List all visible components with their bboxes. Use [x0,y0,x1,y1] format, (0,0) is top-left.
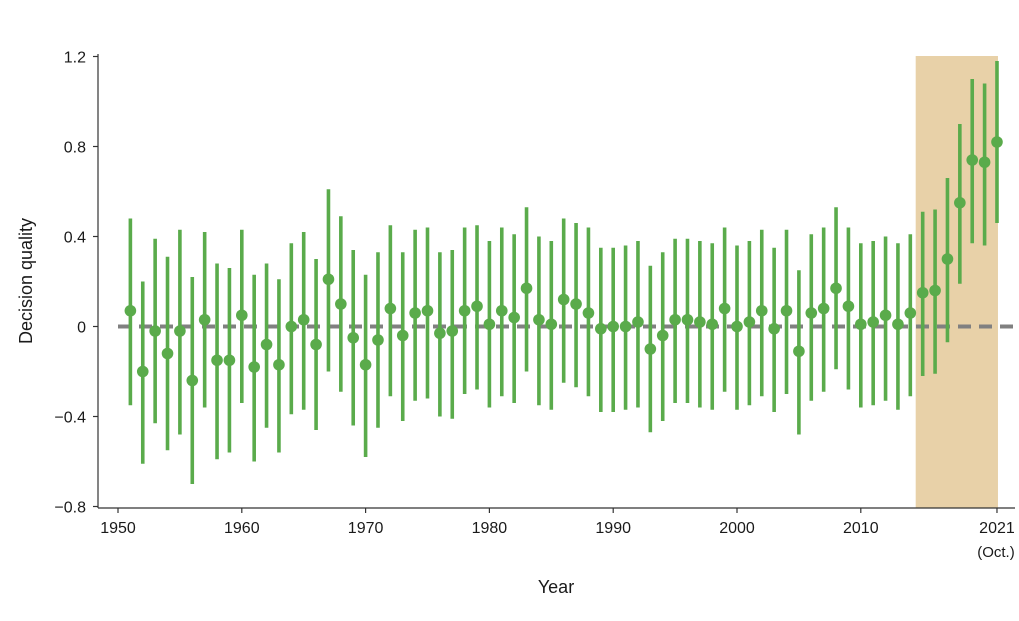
data-point [396,329,409,342]
data-point [570,298,582,310]
data-point [805,307,818,319]
data-point [347,331,360,344]
data-point [495,304,508,317]
data-point [409,307,421,319]
data-point [755,304,768,317]
y-axis-label: Decision quality [16,218,36,344]
x-tick-label: 1980 [472,520,508,537]
data-point [904,307,917,319]
data-point [335,298,347,310]
data-point [273,358,285,371]
y-tick-label: −0.4 [54,410,86,427]
y-tick-label: 0.8 [64,140,86,157]
data-point [421,304,434,317]
data-point [780,304,793,317]
data-point [149,325,161,337]
data-point [310,338,322,351]
data-point [297,313,310,326]
data-point [359,358,372,371]
data-point [731,320,743,333]
data-point [161,347,174,360]
data-point [830,282,842,295]
data-point [434,327,446,340]
data-point [471,300,483,313]
data-point [619,320,632,333]
data-point [681,313,694,326]
y-tick-label: −0.8 [54,500,86,517]
data-point [607,320,619,333]
data-point [384,302,397,315]
x-tick-label: 2000 [719,520,755,537]
data-point [978,156,991,169]
data-point [582,307,595,319]
x-tick-note: (Oct.) [977,544,1015,561]
data-point [632,316,644,328]
y-tick-label: 0 [77,320,86,337]
data-point [793,345,805,358]
data-point [508,311,520,324]
data-point [842,300,855,313]
data-point [867,316,879,328]
data-point [892,318,904,331]
data-point [557,293,570,306]
data-point [186,374,199,387]
data-point [520,282,533,295]
data-point [743,316,756,328]
data-point [644,343,657,355]
data-point [817,302,830,315]
data-point [211,354,223,367]
data-point [694,316,706,328]
y-tick-label: 1.2 [64,50,86,67]
x-tick-label: 1950 [100,520,136,537]
data-point [458,304,471,317]
data-point [941,253,954,265]
x-tick-label: 1960 [224,520,260,537]
data-point [236,309,248,322]
data-point [223,354,236,367]
data-point [483,318,496,331]
data-point [533,313,545,326]
x-tick-label: 1990 [595,520,631,537]
data-point [656,329,669,342]
data-point [446,325,459,337]
data-point [929,284,941,297]
data-point [248,361,260,373]
data-point [966,154,979,166]
data-point [706,318,719,331]
data-point [124,304,137,317]
data-point [669,313,681,326]
data-point [174,325,186,337]
data-point [322,273,335,286]
x-axis-label: Year [538,577,574,597]
x-tick-label: 2010 [843,520,879,537]
x-tick-label: 1970 [348,520,384,537]
data-point [718,302,731,315]
data-point [260,338,273,351]
data-point [285,320,298,333]
data-point [198,313,211,326]
data-point [545,318,558,331]
data-point [136,365,149,378]
data-point [954,196,966,209]
data-point [768,322,780,335]
data-point [855,318,867,331]
x-tick-label: 2021 [979,520,1015,537]
data-point [372,334,384,346]
data-point [991,136,1003,148]
data-point [595,322,607,335]
data-point [879,309,892,322]
data-point [916,286,929,299]
y-tick-label: 0.4 [64,230,86,247]
